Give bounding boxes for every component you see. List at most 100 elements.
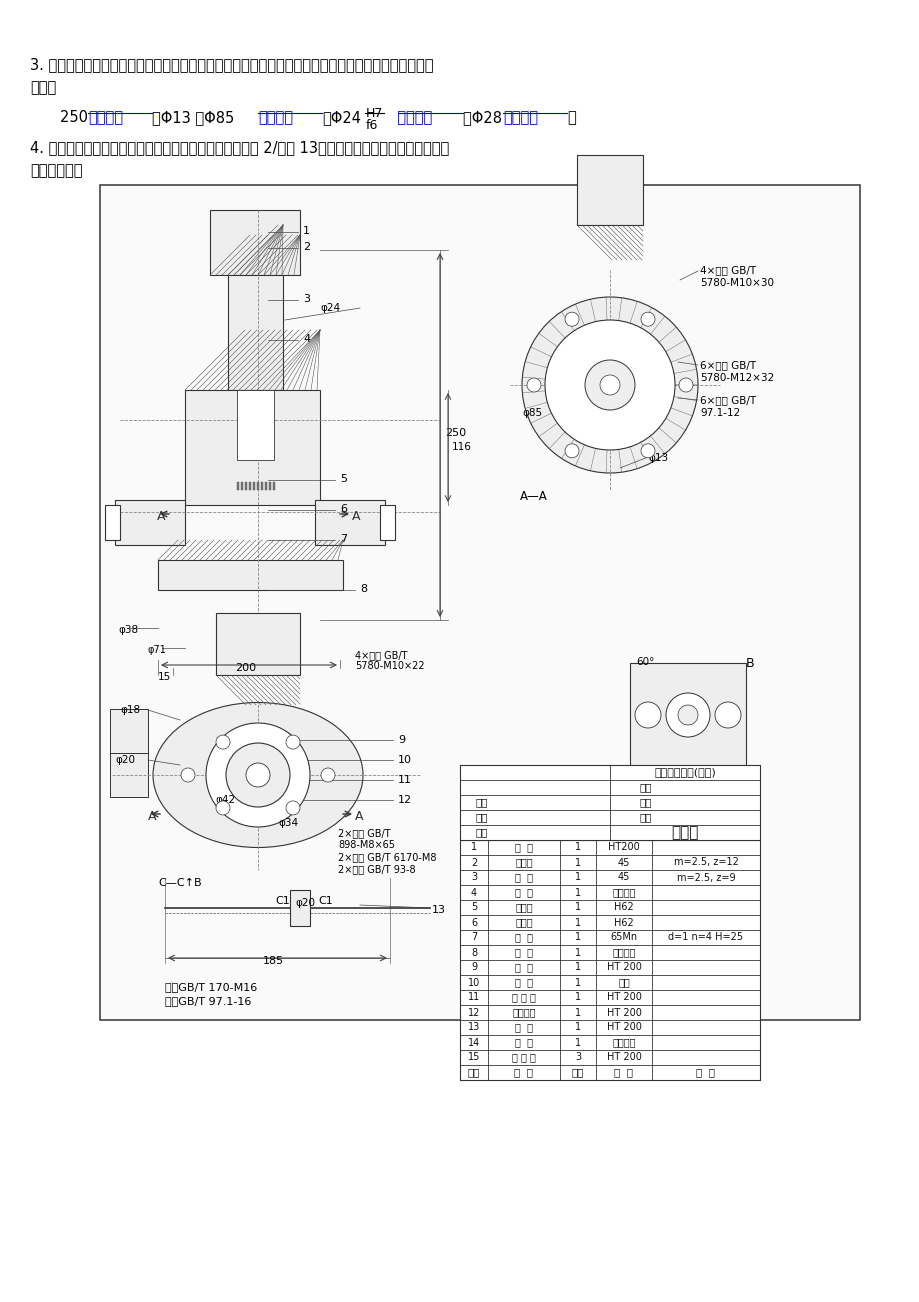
Bar [241,482,243,490]
Text: 11: 11 [398,775,412,785]
Circle shape [286,736,300,749]
Text: 中国石油大学(北京): 中国石油大学(北京) [653,767,715,777]
Text: A: A [355,810,363,823]
Text: 65Mn: 65Mn [610,932,637,943]
Text: 6×螺栓 GB/T: 6×螺栓 GB/T [699,359,755,370]
Text: 1: 1 [574,888,581,897]
Text: 3: 3 [471,872,477,883]
Circle shape [544,320,675,450]
Text: 6: 6 [471,918,477,927]
Text: 材  料: 材 料 [614,1068,633,1078]
Bar [289,891,310,926]
Circle shape [521,297,698,473]
Text: H7: H7 [366,107,383,120]
Bar [210,210,300,275]
Text: ；: ； [566,109,575,125]
Text: 外阀瓣: 外阀瓣 [515,902,532,913]
Text: 10: 10 [468,978,480,987]
Text: 13: 13 [468,1022,480,1032]
Text: A: A [352,510,360,523]
Bar [216,613,300,674]
Text: 2: 2 [471,858,477,867]
Text: 和标题栏）。: 和标题栏）。 [30,163,83,178]
Circle shape [564,444,578,458]
Text: 工业用纸: 工业用纸 [611,888,635,897]
Text: φ42: φ42 [215,796,235,805]
Text: 1: 1 [574,858,581,867]
Circle shape [641,444,654,458]
Text: 上 封 盖: 上 封 盖 [512,992,536,1003]
Text: 阀  盖: 阀 盖 [515,842,532,853]
Text: 4×螺栓 GB/T: 4×螺栓 GB/T [355,650,407,660]
Text: C1: C1 [275,896,289,906]
Text: 1: 1 [471,842,477,853]
Bar [115,500,185,546]
Circle shape [678,378,692,392]
Circle shape [665,693,709,737]
Text: 5: 5 [340,474,346,484]
Text: 5: 5 [471,902,477,913]
Text: 垫圈GB/T 97.1-16: 垫圈GB/T 97.1-16 [165,996,251,1006]
Text: 弹  簧: 弹 簧 [515,932,532,943]
Text: 45: 45 [618,858,630,867]
Text: 安装尺寸: 安装尺寸 [257,109,292,125]
Text: 8: 8 [359,585,367,594]
Text: 1: 1 [574,1022,581,1032]
Bar [268,482,271,490]
Circle shape [226,743,289,807]
Circle shape [216,801,230,815]
Text: C1: C1 [318,896,333,906]
Circle shape [321,768,335,783]
Text: 1: 1 [302,227,310,236]
Bar [576,155,642,225]
Bar [253,482,255,490]
Text: 1: 1 [574,902,581,913]
Text: 螺母GB/T 170-M16: 螺母GB/T 170-M16 [165,982,257,992]
Text: 97.1-12: 97.1-12 [699,408,740,418]
Text: ；Φ24: ；Φ24 [322,109,360,125]
Bar [237,482,239,490]
Text: 13: 13 [432,905,446,915]
Text: H62: H62 [614,918,633,927]
Text: φ38: φ38 [118,625,138,635]
Text: 重量: 重量 [640,783,652,793]
Text: 250: 250 [445,428,466,437]
Text: A: A [148,810,156,823]
Text: 描图: 描图 [475,812,488,823]
Text: 4: 4 [471,888,477,897]
Bar [460,766,759,840]
Text: 11: 11 [468,992,480,1003]
Text: 配合尺寸: 配合尺寸 [388,109,432,125]
Bar [244,482,246,490]
Bar [273,482,275,490]
Text: 12: 12 [398,796,412,805]
Text: 60°: 60° [635,658,653,667]
Circle shape [245,763,269,786]
Circle shape [181,768,195,783]
Text: 1: 1 [574,1038,581,1048]
Text: 116: 116 [451,441,471,452]
Bar [185,391,320,505]
Text: 14: 14 [468,1038,480,1048]
Text: 9: 9 [398,736,404,745]
Text: φ13: φ13 [647,453,667,464]
Text: 6×垫圈 GB/T: 6×垫圈 GB/T [699,395,755,405]
Text: 齿轮轴: 齿轮轴 [515,858,532,867]
Text: 9: 9 [471,962,477,973]
Text: 1: 1 [574,1008,581,1017]
Text: HT 200: HT 200 [606,1022,641,1032]
Text: φ18: φ18 [119,704,140,715]
Text: 名  称: 名 称 [514,1068,533,1078]
Text: HT 200: HT 200 [606,962,641,973]
Text: 垫  片: 垫 片 [515,948,532,957]
Text: 填  料: 填 料 [515,978,532,987]
Text: HT 200: HT 200 [606,992,641,1003]
Text: 件数: 件数 [640,798,652,807]
Text: 4. 选择合理的视图，要求按原图大小拆画零件图：齿轮轴 2/手把 13（不需要标注尺寸，也不必画图框: 4. 选择合理的视图，要求按原图大小拆画零件图：齿轮轴 2/手把 13（不需要标… [30,141,448,155]
Text: ；Φ28: ；Φ28 [462,109,511,125]
Text: A—A: A—A [519,490,547,503]
Text: 填料压盖: 填料压盖 [512,1008,535,1017]
Text: 2×螺栓 GB/T: 2×螺栓 GB/T [337,828,391,838]
Circle shape [216,736,230,749]
Text: 2: 2 [302,242,310,253]
